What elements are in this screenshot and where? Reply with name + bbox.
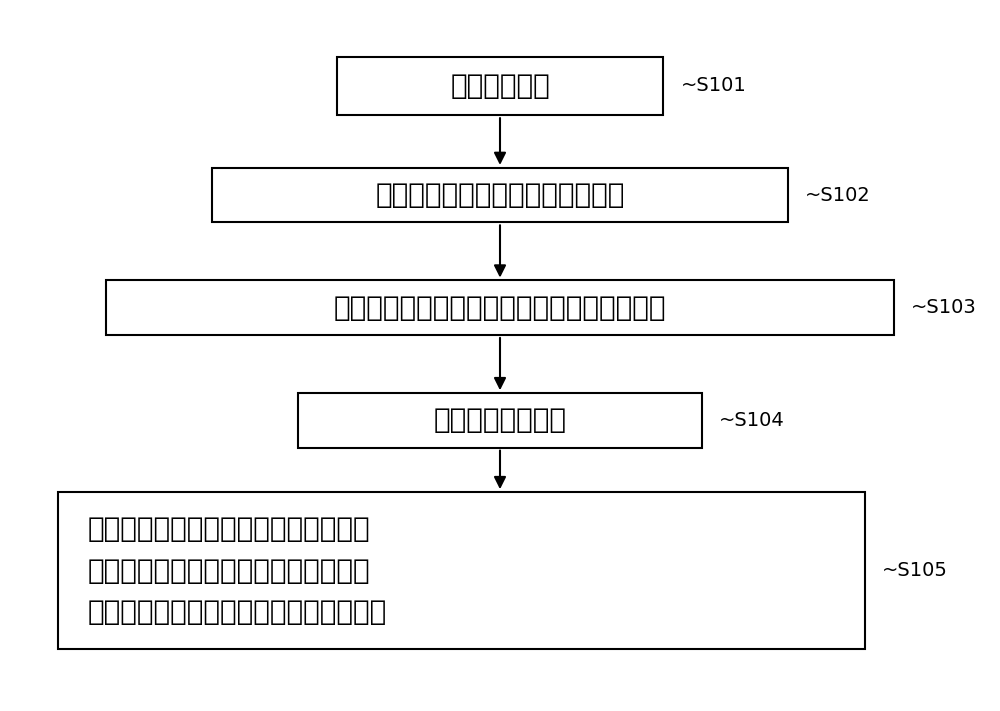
FancyBboxPatch shape bbox=[212, 168, 788, 223]
Text: 调取与实际时间相对应的测温时段: 调取与实际时间相对应的测温时段 bbox=[375, 181, 625, 209]
Text: ~S103: ~S103 bbox=[911, 298, 977, 317]
Text: 获取与所调取测温时段相对应的预设测温阈值: 获取与所调取测温时段相对应的预设测温阈值 bbox=[334, 294, 666, 321]
FancyBboxPatch shape bbox=[58, 492, 865, 649]
FancyBboxPatch shape bbox=[106, 280, 894, 335]
Text: ~S105: ~S105 bbox=[882, 561, 948, 580]
Text: 判断实际人体温度是否超过预设测温阈
值，若判断为否，则生成通行指令并执
行；若判断为是，则生成告警指令并执行: 判断实际人体温度是否超过预设测温阈 值，若判断为否，则生成通行指令并执 行；若判… bbox=[87, 515, 386, 626]
Text: ~S101: ~S101 bbox=[680, 76, 746, 95]
Text: 获取实际时间: 获取实际时间 bbox=[450, 72, 550, 100]
FancyBboxPatch shape bbox=[298, 393, 702, 448]
Text: ~S102: ~S102 bbox=[805, 186, 871, 205]
Text: 获取实际人体温度: 获取实际人体温度 bbox=[434, 407, 566, 434]
Text: ~S104: ~S104 bbox=[719, 411, 785, 430]
FancyBboxPatch shape bbox=[337, 57, 663, 115]
